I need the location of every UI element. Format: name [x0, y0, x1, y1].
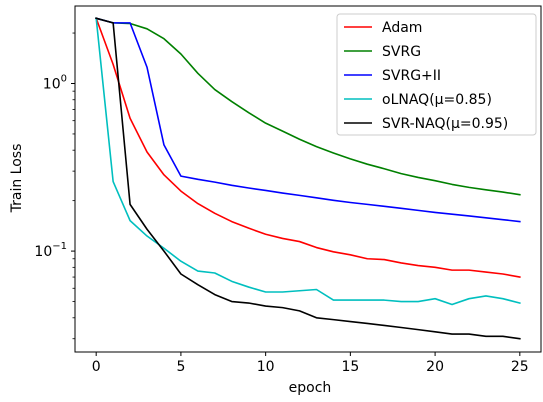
x-tick-label-1: 5 — [176, 359, 185, 375]
x-axis-label: epoch — [289, 380, 332, 396]
legend-box — [336, 13, 537, 136]
legend-label-4: SVR-NAQ(μ=0.95) — [382, 116, 508, 132]
x-tick-label-4: 20 — [426, 359, 444, 375]
legend-label-0: Adam — [382, 20, 422, 36]
y-axis-label: Train Loss — [9, 144, 25, 214]
series-layer — [95, 17, 521, 340]
series-line-0 — [95, 17, 521, 278]
y-axis: 100 10−1 — [34, 32, 75, 340]
legend-label-1: SVRG — [382, 44, 421, 60]
y-tick-label-1: 10−1 — [34, 241, 67, 260]
y-tick-label-0: 100 — [43, 73, 67, 92]
series-line-3 — [95, 17, 521, 306]
x-tick-label-3: 15 — [341, 359, 359, 375]
plot-frame — [74, 5, 542, 353]
x-axis: 0 5 10 15 20 25 — [92, 352, 529, 375]
legend-label-2: SVRG+II — [382, 68, 441, 84]
x-tick-label-5: 25 — [511, 359, 529, 375]
legend: Adam SVRG SVRG+II oLNAQ(μ=0.85) SVR-NAQ(μ=0.… — [336, 13, 537, 136]
x-tick-label-2: 10 — [257, 359, 275, 375]
legend-entries: Adam SVRG SVRG+II oLNAQ(μ=0.85) SVR-NAQ(μ=0.… — [344, 20, 508, 132]
series-line-4 — [95, 17, 521, 340]
legend-label-3: oLNAQ(μ=0.85) — [382, 92, 492, 108]
series-line-1 — [95, 17, 521, 196]
x-tick-label-0: 0 — [92, 359, 101, 375]
series-line-2 — [95, 17, 521, 223]
